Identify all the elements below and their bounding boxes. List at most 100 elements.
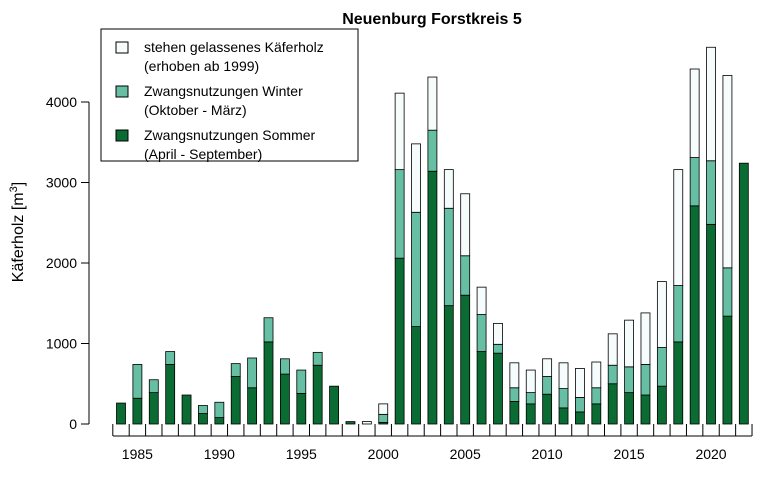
bar-segment-2011-s0 [558, 407, 569, 425]
bar-segment-1986-s0 [148, 392, 159, 425]
bar-segment-1991-s1 [230, 363, 241, 377]
bar-segment-2015-s1 [624, 366, 634, 394]
x-tick-label-1990: 1990 [204, 446, 235, 462]
bar-segment-1998-s0 [345, 421, 356, 425]
bar-segment-2015-s2 [624, 319, 634, 368]
bar-segment-1994-s1 [279, 358, 290, 375]
y-tick-label-3000: 3000 [46, 175, 77, 191]
bar-segment-2017-s2 [656, 281, 667, 348]
bar-segment-2019-s1 [689, 157, 700, 207]
bar-segment-1989-s0 [198, 413, 208, 425]
bar-segment-2006-s2 [476, 286, 487, 315]
bar-segment-2013-s1 [591, 387, 602, 405]
bar-segment-1999-s2 [361, 421, 372, 425]
bar-segment-2020-s2 [706, 46, 716, 162]
bar-segment-2010-s0 [542, 393, 553, 425]
bar-segment-2014-s1 [607, 364, 618, 385]
bar-segment-1986-s1 [148, 379, 159, 394]
legend-swatch-2 [115, 41, 129, 54]
legend-label-1: Zwangsnutzungen Winter [144, 83, 303, 99]
bar-segment-2021-s1 [722, 267, 733, 317]
bar-segment-2018-s2 [673, 169, 684, 286]
bar-segment-2003-s1 [427, 129, 438, 172]
x-tick-label-2005: 2005 [450, 446, 481, 462]
bar-segment-1994-s0 [279, 373, 290, 425]
bar-segment-1990-s1 [214, 401, 225, 418]
x-tick-label-2015: 2015 [614, 446, 645, 462]
y-tick-label-1000: 1000 [46, 336, 77, 352]
y-tick-label-0: 0 [69, 416, 77, 432]
bar-segment-1987-s0 [165, 364, 176, 425]
bar-segment-1985-s0 [132, 397, 143, 425]
bar-segment-2007-s0 [493, 352, 503, 425]
bar-segment-2018-s0 [673, 341, 684, 425]
bar-segment-2008-s2 [509, 362, 520, 389]
bar-segment-1991-s0 [230, 376, 241, 425]
bar-segment-2008-s0 [509, 401, 520, 425]
bar-segment-2012-s2 [575, 368, 585, 398]
bar-segment-2001-s0 [394, 257, 405, 425]
y-tick-label-2000: 2000 [46, 255, 77, 271]
bar-segment-2002-s2 [411, 143, 421, 213]
x-tick-label-1985: 1985 [122, 446, 153, 462]
bar-segment-2016-s1 [640, 364, 651, 396]
bar-segment-2011-s1 [558, 388, 569, 409]
bar-segment-2012-s1 [575, 397, 585, 413]
bar-segment-2005-s0 [460, 294, 471, 425]
bar-segment-2020-s0 [706, 223, 716, 425]
legend: stehen gelassenes Käferholz (erhoben ab 1… [100, 28, 359, 162]
y-axis: 0 1000 2000 3000 4000 [46, 94, 90, 432]
bar-segment-2022-s0 [738, 162, 749, 425]
bar-segment-2014-s0 [607, 383, 618, 425]
bar-segment-2021-s0 [722, 315, 733, 425]
bar-segment-2021-s2 [722, 75, 733, 269]
legend-swatch-1 [115, 85, 129, 98]
legend-box [100, 28, 359, 162]
bar-segment-1995-s0 [296, 393, 307, 425]
bar-segment-1988-s0 [181, 394, 192, 425]
y-axis-label-main: Käferholz [m [10, 192, 27, 282]
bar-segment-2001-s1 [394, 169, 405, 259]
legend-label-2: stehen gelassenes Käferholz [144, 39, 324, 55]
bar-segment-1990-s0 [214, 417, 225, 425]
legend-label-0: Zwangsnutzungen Sommer [144, 127, 316, 143]
bar-segment-2015-s0 [624, 392, 634, 425]
bar-segment-2003-s0 [427, 170, 438, 425]
bar-segment-2011-s2 [558, 362, 569, 389]
y-axis-label: Käferholz [m3] [8, 182, 27, 282]
y-axis-label-superscript: 3 [8, 186, 20, 192]
bar-segment-2000-s1 [378, 413, 389, 423]
bar-segment-2014-s2 [607, 333, 618, 366]
bar-segment-2018-s1 [673, 285, 684, 343]
legend-swatch-0 [115, 129, 129, 142]
bar-segment-2006-s1 [476, 314, 487, 352]
bar-segment-2009-s1 [525, 392, 536, 405]
bar-segment-2013-s2 [591, 361, 602, 389]
bar-segment-2007-s1 [493, 343, 503, 354]
bar-segment-1997-s0 [329, 385, 339, 425]
bar-segment-2009-s2 [525, 369, 536, 393]
bar-segment-2010-s2 [542, 358, 553, 377]
bar-segment-2005-s2 [460, 193, 471, 257]
bar-segment-2006-s0 [476, 351, 487, 425]
bar-segment-2017-s0 [656, 385, 667, 425]
bar-segment-2005-s1 [460, 255, 471, 296]
bar-segment-2019-s0 [689, 205, 700, 425]
bar-segment-2004-s2 [443, 169, 454, 209]
x-tick-label-1995: 1995 [286, 446, 317, 462]
bar-segment-1993-s0 [263, 341, 274, 425]
bar-segment-2020-s1 [706, 160, 716, 225]
x-tick-label-2010: 2010 [532, 446, 563, 462]
bar-segment-2009-s0 [525, 403, 536, 425]
legend-sublabel-0: (April - September) [144, 146, 262, 162]
bar-segment-1987-s1 [165, 351, 176, 365]
plot-area [116, 46, 749, 425]
x-tick-label-2000: 2000 [368, 446, 399, 462]
chart-title: Neuenburg Forstkreis 5 [342, 11, 522, 28]
bar-segment-2016-s0 [640, 394, 651, 425]
bar-segment-2002-s0 [411, 326, 421, 425]
bar-segment-2007-s2 [493, 322, 503, 345]
legend-sublabel-2: (erhoben ab 1999) [144, 58, 259, 74]
